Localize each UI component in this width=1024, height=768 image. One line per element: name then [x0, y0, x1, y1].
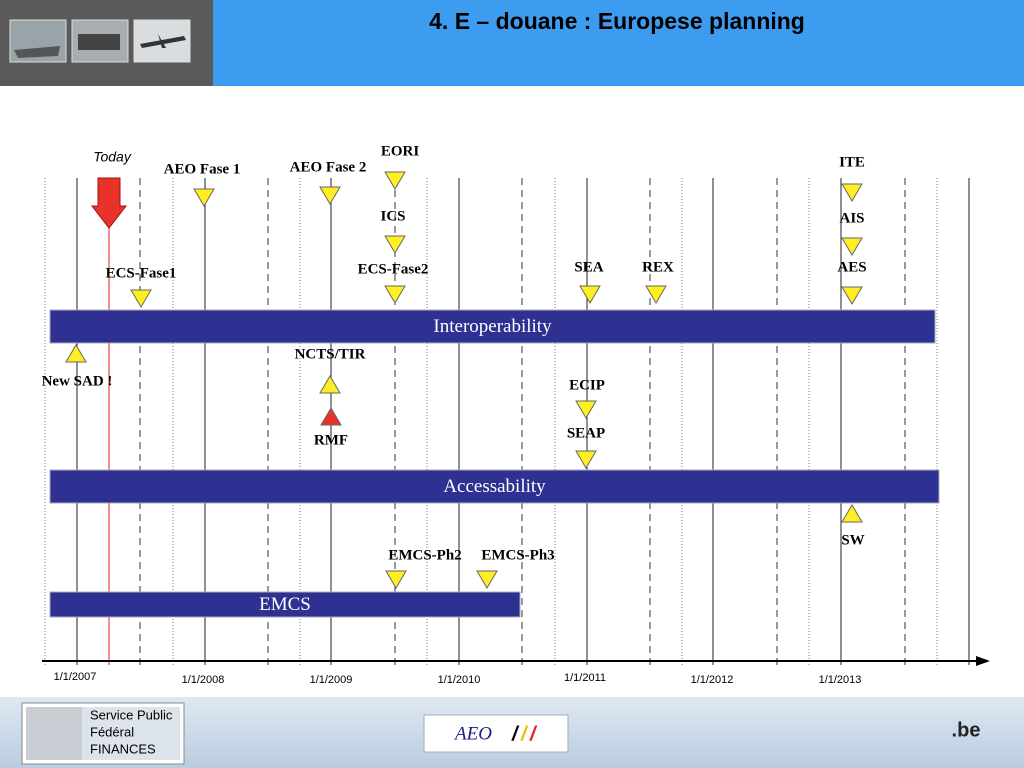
- milestone-label: RMF: [314, 432, 348, 448]
- phase-label: Accessability: [443, 476, 546, 497]
- milestone-label: AEO Fase 1: [164, 161, 241, 177]
- milestone-triangle: [575, 450, 597, 469]
- milestone-label: REX: [642, 259, 674, 275]
- date-label: 1/1/2011: [564, 672, 606, 684]
- milestone-label: EORI: [381, 143, 420, 159]
- milestone-triangle: [841, 286, 863, 305]
- milestone-triangle: [319, 375, 341, 394]
- today-label: Today: [93, 149, 132, 165]
- date-label: 1/1/2008: [182, 674, 225, 686]
- milestone-triangle: [841, 237, 863, 256]
- milestone-triangle: [476, 570, 498, 589]
- phase-label: Interoperability: [433, 316, 552, 337]
- phase-label: EMCS: [259, 594, 311, 615]
- aeo-box: [423, 714, 569, 753]
- milestone-label: ECS-Fase2: [358, 261, 429, 277]
- milestone-triangle: [579, 285, 601, 304]
- slide-title: 4. E – douane : Europese planning: [429, 8, 805, 34]
- milestone-label: AEO Fase 2: [290, 159, 367, 175]
- date-label: 1/1/2009: [310, 674, 353, 686]
- milestone-triangle: [575, 400, 597, 419]
- milestone-triangle: [645, 285, 667, 304]
- logo-line: FINANCES: [90, 741, 156, 756]
- aeo-slash: /: [520, 723, 529, 745]
- logo-line: Service Public: [90, 707, 173, 722]
- date-label: 1/1/2012: [691, 674, 734, 686]
- milestone-triangle: [385, 570, 407, 589]
- milestone-label: SEAP: [567, 425, 605, 441]
- milestone-label: New SAD !: [42, 373, 113, 389]
- date-label: 1/1/2007: [54, 671, 97, 683]
- milestone-label: SW: [841, 532, 864, 548]
- logo-text-panel: [82, 707, 180, 760]
- timeline-grid: [44, 178, 970, 665]
- milestone-label: ITE: [839, 154, 865, 170]
- aeo-slash: /: [529, 723, 538, 745]
- be-logo: .be: [952, 719, 981, 741]
- milestone-triangle: [841, 183, 863, 202]
- milestone-triangle: [384, 171, 406, 190]
- phase-bar: [49, 469, 940, 504]
- phase-bar: [49, 309, 936, 344]
- milestone-label: SEA: [574, 259, 603, 275]
- milestone-triangle: [384, 235, 406, 254]
- milestone-label: NCTS/TIR: [295, 346, 366, 362]
- milestone-label: AIS: [839, 210, 864, 226]
- milestone-label: EMCS-Ph2: [388, 547, 461, 563]
- milestone-label: ICS: [380, 208, 405, 224]
- header-thumbnails: [9, 19, 191, 63]
- coat-of-arms: [26, 707, 82, 760]
- milestone-label: AES: [837, 259, 866, 275]
- milestone-label: ECIP: [569, 377, 605, 393]
- logo-line: Fédéral: [90, 724, 134, 739]
- milestone-triangle: [384, 285, 406, 304]
- aeo-slash: /: [511, 723, 520, 745]
- milestone-label: EMCS-Ph3: [481, 547, 554, 563]
- milestone-triangle: [841, 504, 863, 523]
- milestone-label: ECS-Fase1: [106, 265, 177, 281]
- milestone-triangle: [193, 188, 215, 207]
- milestone-triangle: [65, 344, 87, 363]
- milestone-triangle: [320, 407, 342, 426]
- date-label: 1/1/2013: [819, 674, 862, 686]
- phase-bar: [49, 591, 521, 618]
- aeo-text: AEO: [453, 723, 492, 744]
- time-axis: [42, 656, 990, 666]
- milestone-triangle: [130, 289, 152, 308]
- milestone-triangle: [319, 186, 341, 205]
- date-label: 1/1/2010: [438, 674, 481, 686]
- today-marker: [90, 177, 128, 665]
